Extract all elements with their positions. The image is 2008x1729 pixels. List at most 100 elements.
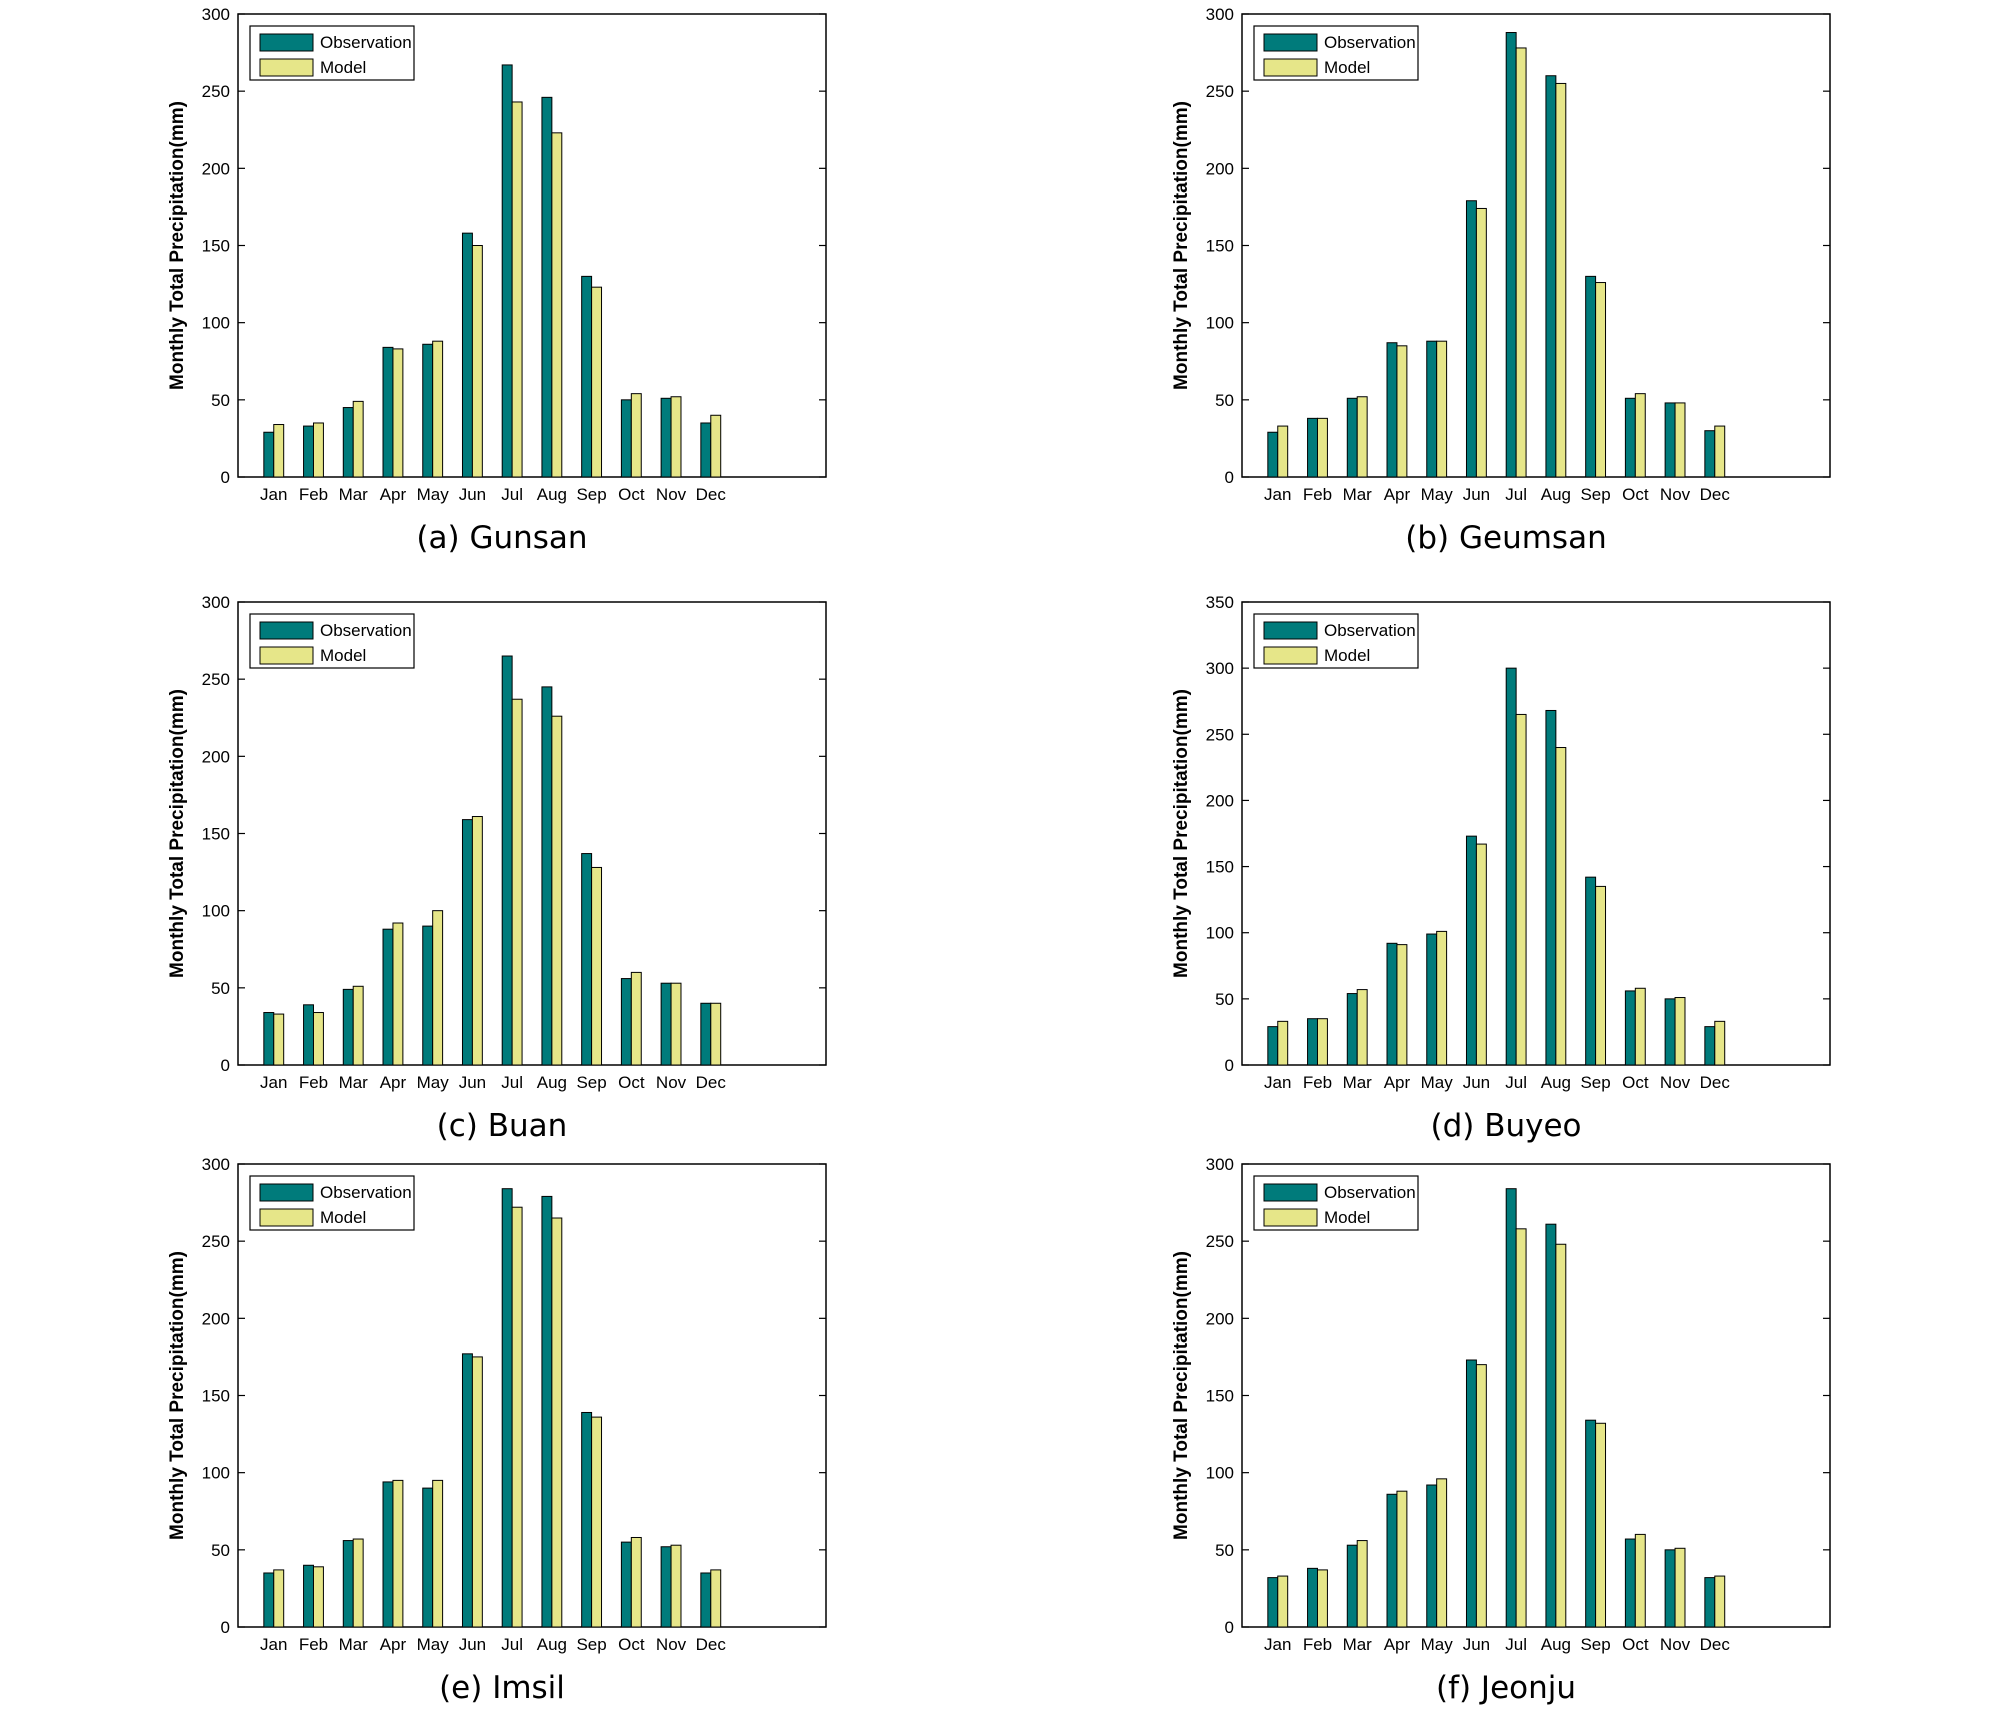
x-tick-label: Nov bbox=[656, 1635, 687, 1654]
model-bar bbox=[1515, 47, 1527, 478]
model-bar bbox=[312, 1566, 324, 1628]
model-bar bbox=[1475, 843, 1487, 1066]
x-tick-label: Dec bbox=[1700, 1073, 1731, 1092]
y-tick-label: 0 bbox=[1225, 468, 1234, 487]
x-tick-label: May bbox=[1421, 485, 1454, 504]
model-bar bbox=[1475, 207, 1487, 478]
observation-bar bbox=[1426, 340, 1438, 478]
y-tick-label: 350 bbox=[1206, 593, 1234, 612]
observation-bar bbox=[581, 853, 593, 1066]
bar-chart: 0 50 100 150 200 250 300 350 Jan Feb Mar Apr May Jun J… bbox=[1171, 593, 1831, 1092]
bar-chart: 0 50 100 150 200 250 300 Jan Feb Mar Apr May Jun Jul A… bbox=[167, 5, 827, 504]
legend-label-model: Model bbox=[320, 58, 366, 77]
y-axis-label: Monthly Total Precipitation(mm) bbox=[167, 689, 188, 978]
x-tick-label: Sep bbox=[576, 485, 606, 504]
x-tick-label: Mar bbox=[1343, 485, 1373, 504]
model-bar bbox=[1595, 282, 1607, 478]
model-bar bbox=[1595, 1422, 1607, 1628]
observation-bar bbox=[461, 819, 473, 1066]
y-tick-label: 50 bbox=[211, 1541, 230, 1560]
panel-caption: (b) Geumsan bbox=[1405, 520, 1607, 556]
model-bar bbox=[1277, 1575, 1289, 1628]
x-tick-label: Sep bbox=[1580, 485, 1610, 504]
model-bar bbox=[1595, 885, 1607, 1066]
legend-swatch-observation bbox=[259, 33, 314, 52]
observation-bar bbox=[581, 275, 593, 478]
x-tick-label: Dec bbox=[696, 485, 727, 504]
x-tick-label: Aug bbox=[537, 485, 567, 504]
model-bar bbox=[471, 245, 483, 478]
observation-bar bbox=[1465, 1359, 1477, 1628]
y-tick-label: 150 bbox=[1206, 237, 1234, 256]
x-tick-label: Jun bbox=[1463, 1635, 1490, 1654]
x-tick-label: Mar bbox=[1343, 1073, 1373, 1092]
x-tick-label: Nov bbox=[1660, 485, 1691, 504]
y-tick-label: 200 bbox=[1206, 159, 1234, 178]
observation-bar bbox=[1624, 1538, 1636, 1628]
model-bar bbox=[471, 1356, 483, 1628]
x-tick-label: Jun bbox=[1463, 485, 1490, 504]
y-axis-label: Monthly Total Precipitation(mm) bbox=[1171, 689, 1192, 978]
legend-label-observation: Observation bbox=[320, 621, 412, 640]
observation-bar bbox=[1386, 1493, 1398, 1628]
model-bar bbox=[1436, 930, 1448, 1066]
model-bar bbox=[511, 101, 523, 478]
x-tick-label: Oct bbox=[618, 1635, 645, 1654]
legend-swatch-model bbox=[259, 1208, 314, 1227]
x-tick-label: Aug bbox=[1541, 1073, 1571, 1092]
model-bar bbox=[511, 1206, 523, 1628]
model-bar bbox=[551, 132, 563, 478]
x-tick-label: Jan bbox=[260, 485, 287, 504]
observation-bar bbox=[1624, 990, 1636, 1066]
x-tick-label: Oct bbox=[1622, 1073, 1649, 1092]
observation-bar bbox=[501, 64, 513, 478]
y-tick-label: 50 bbox=[211, 391, 230, 410]
y-tick-label: 300 bbox=[202, 593, 230, 612]
observation-bar bbox=[620, 1541, 632, 1628]
model-bar bbox=[1316, 1569, 1328, 1628]
chart-panel-jeonju: 0 50 100 150 200 250 300 Jan Feb Mar Apr May Jun Jul A… bbox=[1004, 1150, 2008, 1726]
x-tick-label: Apr bbox=[1384, 1635, 1411, 1654]
observation-bar bbox=[1624, 397, 1636, 478]
observation-bar bbox=[1704, 1026, 1716, 1066]
x-tick-label: Jul bbox=[1505, 485, 1527, 504]
chart-panel-imsil: 0 50 100 150 200 250 300 Jan Feb Mar Apr May Jun Jul A… bbox=[0, 1150, 1004, 1726]
x-tick-label: Jan bbox=[1264, 485, 1291, 504]
model-bar bbox=[1555, 747, 1567, 1066]
model-bar bbox=[630, 971, 642, 1066]
y-tick-label: 200 bbox=[1206, 791, 1234, 810]
legend-label-observation: Observation bbox=[320, 33, 412, 52]
legend-label-model: Model bbox=[320, 1208, 366, 1227]
observation-bar bbox=[1545, 75, 1557, 478]
model-bar bbox=[273, 424, 285, 478]
observation-bar bbox=[1307, 417, 1318, 478]
observation-bar bbox=[660, 982, 672, 1066]
observation-bar bbox=[1426, 933, 1438, 1066]
y-tick-label: 300 bbox=[202, 1155, 230, 1174]
legend-label-model: Model bbox=[1324, 1208, 1370, 1227]
model-bar bbox=[352, 985, 364, 1066]
legend-swatch-model bbox=[259, 646, 314, 665]
y-tick-label: 0 bbox=[221, 1618, 230, 1637]
y-tick-label: 200 bbox=[202, 1309, 230, 1328]
legend-swatch-observation bbox=[259, 1183, 314, 1202]
x-tick-label: Dec bbox=[696, 1073, 727, 1092]
x-tick-label: Jul bbox=[1505, 1635, 1527, 1654]
observation-bar bbox=[581, 1411, 593, 1628]
model-bar bbox=[1475, 1364, 1487, 1628]
observation-bar bbox=[1267, 431, 1279, 478]
x-tick-label: Jul bbox=[501, 485, 523, 504]
y-tick-label: 200 bbox=[1206, 1309, 1234, 1328]
chart-panel-geumsan: 0 50 100 150 200 250 300 Jan Feb Mar Apr May Jun Jul A… bbox=[1004, 0, 2008, 576]
model-bar bbox=[1396, 1490, 1408, 1628]
x-tick-label: Aug bbox=[1541, 485, 1571, 504]
model-bar bbox=[273, 1013, 285, 1066]
legend-label-observation: Observation bbox=[320, 1183, 412, 1202]
observation-bar bbox=[422, 1487, 434, 1628]
x-tick-label: Dec bbox=[1700, 485, 1731, 504]
model-bar bbox=[1674, 997, 1686, 1066]
y-tick-label: 150 bbox=[202, 1387, 230, 1406]
model-bar bbox=[1515, 713, 1527, 1066]
x-tick-label: Sep bbox=[1580, 1635, 1610, 1654]
observation-bar bbox=[1545, 709, 1557, 1066]
